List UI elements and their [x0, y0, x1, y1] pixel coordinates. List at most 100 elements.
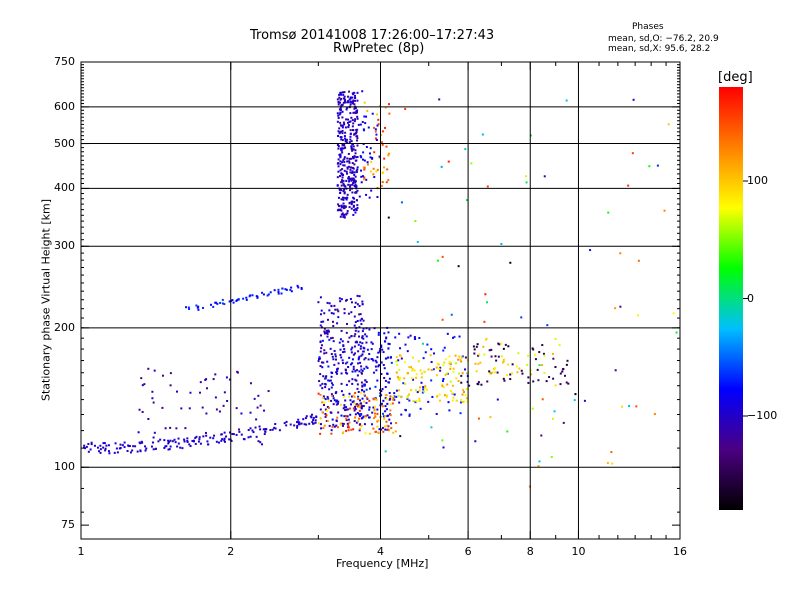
data-point	[360, 317, 363, 320]
data-point	[317, 360, 320, 363]
data-point	[363, 159, 366, 162]
data-point	[413, 336, 416, 339]
data-point	[319, 373, 322, 376]
data-point	[541, 364, 544, 367]
data-point	[221, 298, 224, 301]
data-point	[339, 112, 342, 115]
data-point	[326, 332, 329, 335]
data-point	[464, 356, 467, 359]
data-point	[552, 357, 555, 360]
data-point	[422, 388, 425, 391]
data-point	[85, 445, 88, 448]
data-point	[331, 425, 334, 428]
data-point	[237, 298, 240, 301]
data-point	[631, 152, 634, 155]
data-point	[351, 370, 354, 373]
data-point	[354, 416, 357, 419]
data-point	[264, 430, 267, 433]
data-point	[356, 139, 359, 142]
data-point	[435, 366, 438, 369]
data-point	[231, 299, 234, 302]
data-point	[176, 390, 179, 393]
data-point	[637, 259, 640, 262]
data-point	[365, 145, 368, 148]
data-point	[372, 359, 375, 362]
data-point	[330, 399, 333, 402]
data-point	[333, 363, 336, 366]
data-point	[354, 321, 357, 324]
data-point	[527, 354, 530, 357]
data-point	[346, 167, 349, 170]
data-point	[325, 351, 328, 354]
data-point	[346, 166, 349, 169]
data-point	[350, 311, 353, 314]
data-point	[99, 451, 102, 454]
data-point	[377, 333, 380, 336]
data-point	[283, 422, 286, 425]
data-point	[538, 364, 541, 367]
data-point	[356, 155, 359, 158]
data-point	[325, 329, 328, 332]
data-point	[381, 348, 384, 351]
data-point	[386, 168, 389, 171]
data-point	[421, 342, 424, 345]
data-point	[321, 382, 324, 385]
data-point	[343, 98, 346, 101]
data-point	[129, 451, 132, 454]
data-point	[187, 306, 190, 309]
data-point	[459, 412, 462, 415]
data-point	[451, 399, 454, 402]
data-point	[341, 91, 344, 94]
data-point	[500, 242, 503, 245]
data-point	[343, 91, 346, 94]
data-point	[343, 204, 346, 207]
data-point	[457, 358, 460, 361]
data-point	[343, 188, 346, 191]
data-point	[382, 351, 385, 354]
data-point	[322, 427, 325, 430]
data-point	[232, 301, 235, 304]
data-point	[363, 176, 366, 179]
data-point	[353, 197, 356, 200]
data-point	[245, 296, 248, 299]
data-point	[263, 433, 266, 436]
data-point	[383, 340, 386, 343]
data-point	[319, 384, 322, 387]
data-point	[198, 438, 201, 441]
data-point	[342, 351, 345, 354]
data-point	[327, 397, 330, 400]
data-point	[656, 164, 659, 167]
data-point	[339, 147, 342, 150]
data-point	[269, 428, 272, 431]
data-point	[147, 417, 150, 420]
data-point	[388, 391, 391, 394]
data-point	[415, 376, 418, 379]
data-point	[353, 133, 356, 136]
data-point	[458, 355, 461, 358]
data-point	[537, 465, 540, 468]
data-point	[216, 302, 219, 305]
data-point	[380, 133, 383, 136]
data-point	[337, 147, 340, 150]
data-point	[559, 372, 562, 375]
data-point	[368, 196, 371, 199]
data-point	[343, 100, 346, 103]
data-point	[311, 413, 314, 416]
data-point	[357, 343, 360, 346]
data-point	[354, 181, 357, 184]
data-point	[566, 359, 569, 362]
data-point	[357, 390, 360, 393]
data-point	[365, 335, 368, 338]
data-point	[387, 342, 390, 345]
data-point	[336, 209, 339, 212]
data-point	[332, 312, 335, 315]
data-point	[395, 371, 398, 374]
data-point	[366, 414, 369, 417]
data-point	[349, 120, 352, 123]
data-point	[333, 349, 336, 352]
data-point	[358, 195, 361, 198]
data-point	[365, 365, 368, 368]
data-point	[251, 429, 254, 432]
data-point	[357, 123, 360, 126]
data-point	[231, 432, 234, 435]
